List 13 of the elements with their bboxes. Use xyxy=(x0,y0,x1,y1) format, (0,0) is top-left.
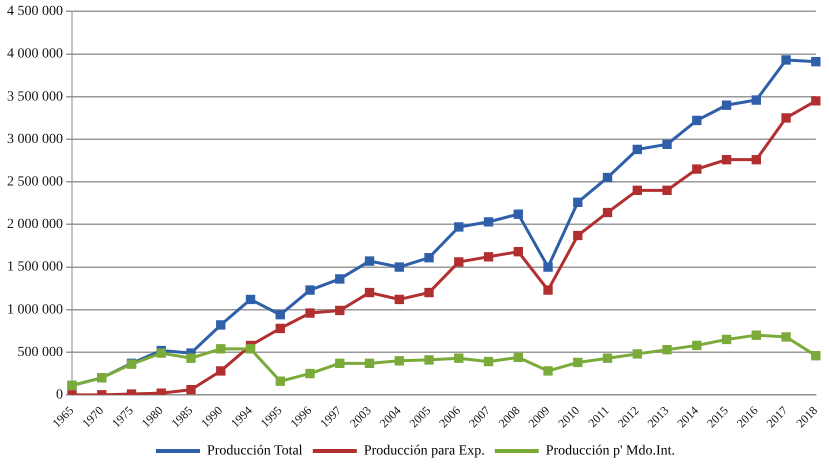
y-tick-label: 1 000 000 xyxy=(7,302,63,318)
legend-label: Producción Total xyxy=(206,444,303,459)
y-tick-label: 500 000 xyxy=(18,344,63,360)
y-tick-label: 0 xyxy=(56,388,63,403)
legend-label: Producción p' Mdo.Int. xyxy=(546,444,676,459)
y-tick-label: 4 000 000 xyxy=(7,46,63,62)
y-tick-label: 3 000 000 xyxy=(7,132,63,147)
y-tick-label: 2 000 000 xyxy=(7,217,63,232)
legend-label: Producción para Exp. xyxy=(364,444,485,459)
y-tick-label: 3 500 000 xyxy=(7,89,63,104)
y-tick-label: 1 500 000 xyxy=(7,260,63,275)
y-tick-label: 4 500 000 xyxy=(7,4,63,20)
y-tick-label: 2 500 000 xyxy=(7,174,63,190)
